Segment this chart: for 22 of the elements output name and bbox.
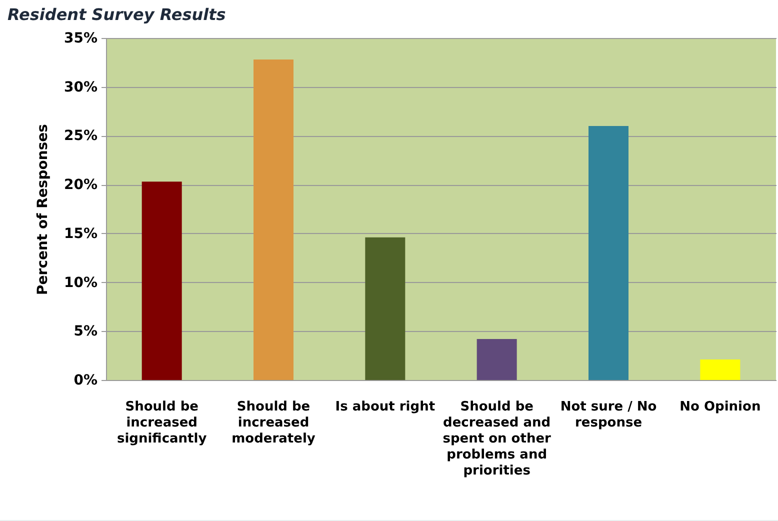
y-tick-label: 10% xyxy=(64,274,98,291)
chart-title: Resident Survey Results xyxy=(7,5,226,24)
x-tick-label: No Opinion xyxy=(680,400,761,414)
y-tick-label: 20% xyxy=(64,177,98,194)
y-tick-label: 15% xyxy=(64,226,98,242)
bar xyxy=(365,237,406,380)
bar xyxy=(476,338,517,380)
x-tick-label: Should be increased moderately xyxy=(232,400,316,446)
y-tick-label: 5% xyxy=(74,324,98,340)
y-tick-label: 25% xyxy=(64,128,98,144)
y-tick-label: 0% xyxy=(74,372,98,388)
bar xyxy=(588,126,628,380)
y-tick-label: 30% xyxy=(64,79,98,96)
y-tick-label: 35% xyxy=(64,30,98,46)
x-tick-label: Should be increased significantly xyxy=(116,400,208,446)
y-axis-title: Percent of Responses xyxy=(34,124,51,295)
bar xyxy=(700,359,740,380)
x-tick-label: Should be decreased and spent on other problems and priorities xyxy=(442,400,552,478)
x-tick-label: Not sure / No response xyxy=(560,400,657,430)
bar xyxy=(254,59,294,380)
bar xyxy=(142,182,182,380)
x-tick-label: Is about right xyxy=(335,400,436,414)
